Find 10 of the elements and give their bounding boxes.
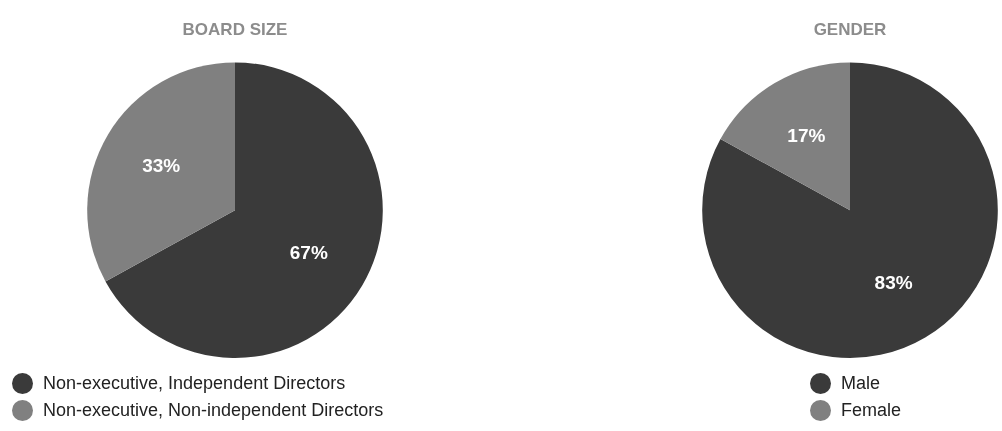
- data-label: 67%: [289, 242, 328, 264]
- data-label: 17%: [787, 124, 826, 146]
- data-label: 33%: [142, 154, 181, 176]
- chart-title: BOARD SIZE: [182, 19, 288, 39]
- chart-title: GENDER: [813, 19, 887, 39]
- legend-label: Female: [841, 400, 902, 421]
- legend-label: Male: [841, 373, 881, 394]
- data-label: 83%: [874, 272, 913, 294]
- legend-label: Non-executive, Independent Directors: [43, 373, 346, 394]
- legend-label: Non-executive, Non-independent Directors: [43, 400, 384, 421]
